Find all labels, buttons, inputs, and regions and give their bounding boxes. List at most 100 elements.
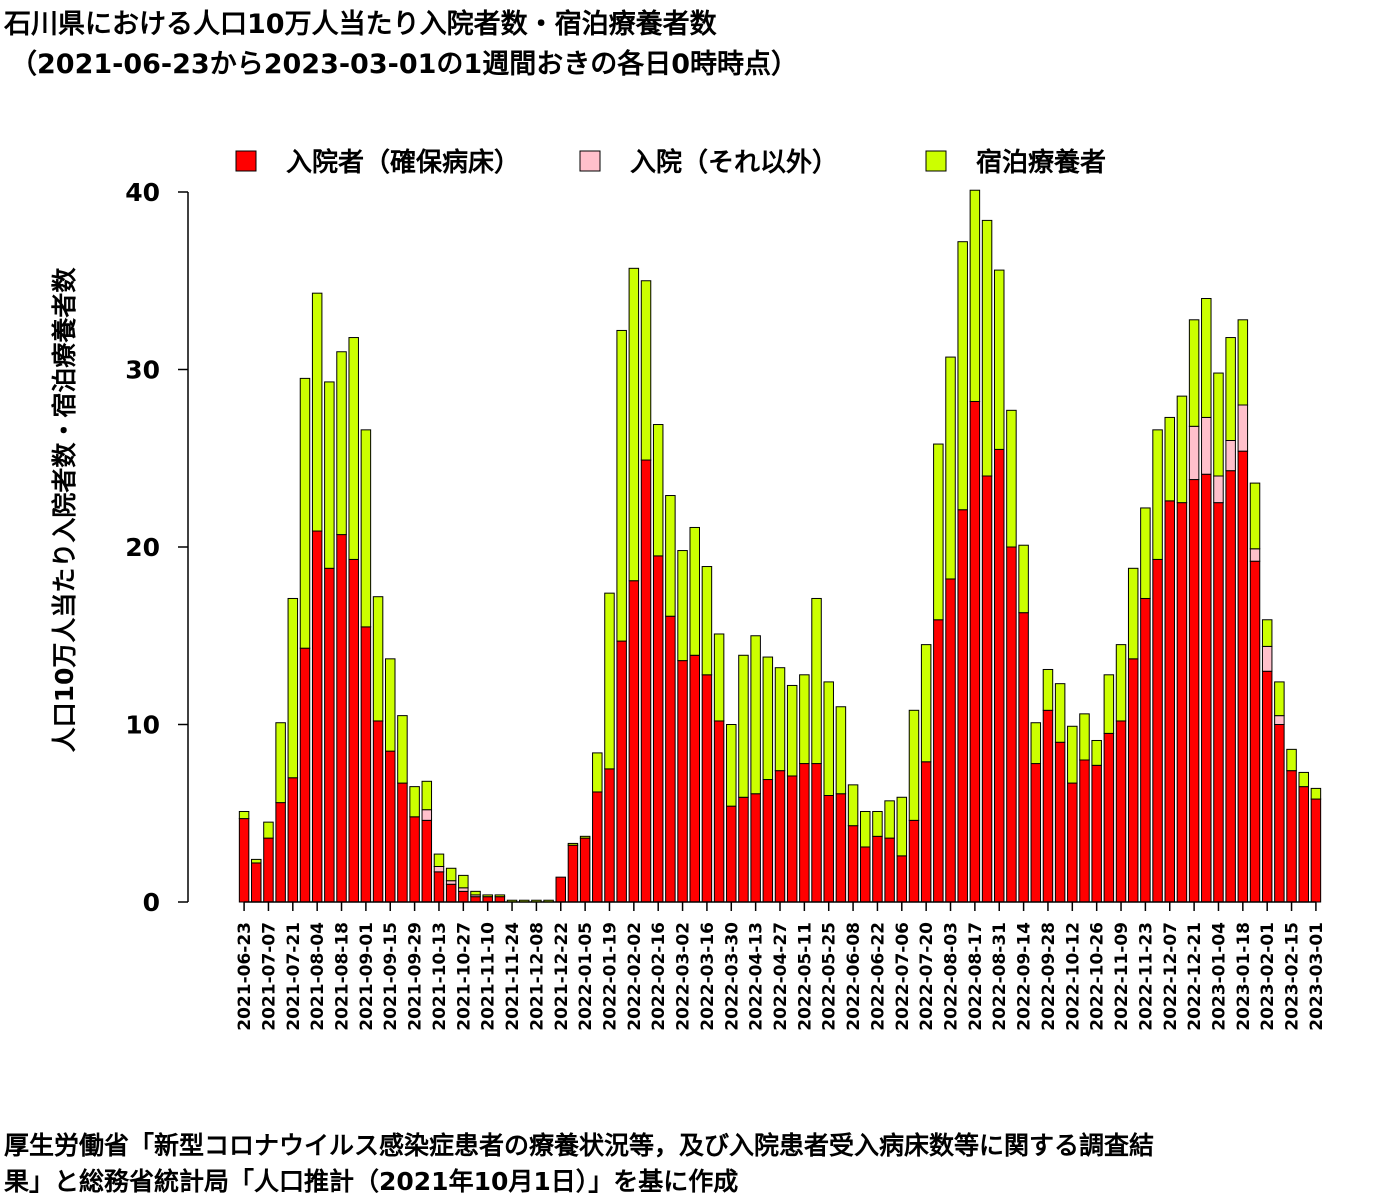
bar-segment-hospitalized-secured	[1201, 473, 1212, 903]
bar-segment-hospitalized-secured	[1237, 450, 1249, 903]
bar-segment-hospitalized-secured	[933, 619, 944, 903]
bar-segment-hospitalized-other	[1249, 548, 1261, 562]
bar-segment-hospitalized-other	[1225, 440, 1236, 472]
x-tick-label: 2022-02-16	[649, 922, 669, 1031]
bar-segment-hospitalized-secured	[421, 819, 433, 903]
x-tick-label: 2022-09-28	[1039, 922, 1059, 1031]
bar-segment-hotel-recuperation	[1201, 298, 1212, 418]
bar-segment-hotel-recuperation	[263, 821, 274, 839]
bar-segment-hotel-recuperation	[1030, 722, 1042, 765]
bar-segment-hospitalized-secured	[1176, 502, 1188, 903]
bar-segment-hotel-recuperation	[397, 715, 408, 784]
x-tick-label: 2022-04-27	[771, 922, 791, 1031]
bar-segment-hospitalized-secured	[324, 567, 335, 903]
bar-segment-hospitalized-secured	[823, 795, 834, 903]
bar-segment-hospitalized-secured	[360, 626, 372, 903]
y-tick-label: 20	[125, 533, 160, 562]
bar-segment-hotel-recuperation	[1140, 507, 1151, 599]
x-tick-label: 2022-03-30	[722, 922, 742, 1031]
bar-segment-hotel-recuperation	[1274, 681, 1285, 717]
bar-segment-hotel-recuperation	[470, 890, 481, 896]
x-tick-label: 2022-12-21	[1185, 922, 1205, 1031]
bar-segment-hospitalized-other	[433, 866, 445, 873]
bar-segment-hospitalized-secured	[1042, 709, 1054, 903]
bar-segment-hospitalized-secured	[726, 805, 737, 903]
bar-segment-hospitalized-secured	[713, 720, 725, 903]
bar-segment-hotel-recuperation	[385, 658, 396, 752]
legend-swatch	[925, 150, 947, 172]
x-tick-label: 2022-04-13	[747, 922, 767, 1031]
bar-segment-hotel-recuperation	[616, 329, 627, 642]
bar-segment-hospitalized-secured	[884, 837, 895, 903]
x-tick-label: 2021-06-23	[235, 922, 255, 1031]
bar-segment-hospitalized-secured	[1225, 470, 1236, 903]
x-tick-label: 2022-03-02	[674, 922, 694, 1031]
bar-segment-hotel-recuperation	[1213, 372, 1224, 477]
bar-segment-hospitalized-secured	[908, 819, 920, 903]
bar-segment-hospitalized-secured	[701, 674, 713, 903]
bar-segment-hospitalized-secured	[1274, 724, 1285, 903]
y-tick-label: 0	[143, 888, 160, 917]
x-tick-label: 2022-07-20	[917, 922, 937, 1031]
bar-segment-hospitalized-secured	[579, 837, 591, 903]
x-tick-label: 2021-09-15	[381, 922, 401, 1031]
bar-segment-hospitalized-secured	[616, 640, 627, 903]
bar-segment-hospitalized-secured	[665, 615, 676, 903]
bar-segment-hotel-recuperation	[786, 684, 798, 777]
bar-segment-hotel-recuperation	[251, 858, 262, 864]
bar-segment-hotel-recuperation	[299, 377, 311, 649]
bar-segment-hotel-recuperation	[677, 550, 688, 662]
x-tick-label: 2021-09-29	[406, 922, 426, 1031]
x-tick-label: 2022-01-05	[576, 922, 596, 1031]
bar-segment-hospitalized-secured	[652, 555, 664, 903]
bar-segment-hotel-recuperation	[835, 706, 847, 795]
bar-segment-hotel-recuperation	[884, 800, 895, 839]
bar-segment-hospitalized-other	[421, 809, 433, 821]
bar-segment-hotel-recuperation	[579, 835, 591, 839]
bar-segment-hospitalized-secured	[835, 793, 847, 903]
y-axis: 0 10 20 30 40	[125, 178, 189, 917]
bar-segment-hotel-recuperation	[640, 280, 652, 461]
x-tick-label: 2022-09-14	[1015, 922, 1035, 1031]
bar-segment-hospitalized-secured	[1286, 770, 1297, 903]
bar-segment-hotel-recuperation	[628, 267, 640, 582]
bar-segment-hospitalized-secured	[1127, 658, 1139, 903]
bar-segment-hotel-recuperation	[993, 269, 1005, 450]
x-tick-label: 2023-02-15	[1283, 922, 1303, 1031]
bar-segment-hotel-recuperation	[652, 424, 664, 557]
bar-segment-hospitalized-secured	[872, 835, 883, 903]
bar-segment-hospitalized-secured	[847, 825, 859, 903]
bar-segment-hospitalized-secured	[762, 779, 774, 903]
bar-segment-hospitalized-secured	[1054, 741, 1066, 903]
x-tick-label: 2022-06-22	[868, 922, 888, 1031]
bar-segment-hotel-recuperation	[311, 292, 323, 532]
bar-segment-hotel-recuperation	[969, 189, 981, 402]
x-tick-label: 2022-03-16	[698, 922, 718, 1031]
bar-segment-hotel-recuperation	[1018, 544, 1029, 614]
bar-segment-hospitalized-secured	[628, 580, 640, 903]
bar-segment-hospitalized-secured	[750, 793, 761, 903]
x-tick-label: 2021-10-13	[430, 922, 450, 1031]
x-tick-label: 2021-09-01	[357, 922, 377, 1031]
x-tick-label: 2023-02-01	[1258, 922, 1278, 1031]
x-tick-label: 2021-10-27	[454, 922, 474, 1031]
bar-segment-hospitalized-other	[1213, 475, 1224, 504]
bar-segment-hospitalized-other	[1237, 404, 1249, 452]
bar-segment-hospitalized-secured	[1152, 558, 1163, 903]
source-note-line2: 果」と総務省統計局「人口推計（2021年10月1日）」を基に作成	[4, 1167, 739, 1196]
bar-segment-hotel-recuperation	[701, 566, 713, 676]
x-axis: 2021-06-23 2021-07-07 2021-07-21 2021-08-04…	[235, 901, 1327, 1031]
chart-subtitle: （2021-06-23から2023-03-01の1週間おきの各日0時時点）	[10, 49, 798, 80]
bar-segment-hospitalized-secured	[433, 871, 445, 903]
x-tick-label: 2023-01-18	[1234, 922, 1254, 1031]
bar-segment-hospitalized-secured	[640, 459, 652, 903]
chart-title: 石川県における人口10万人当たり入院者数・宿泊療養者数	[4, 9, 717, 40]
bar-segment-hotel-recuperation	[1054, 683, 1066, 743]
bar-segment-hotel-recuperation	[872, 810, 883, 837]
bar-segment-hotel-recuperation	[445, 867, 457, 882]
bar-segment-hotel-recuperation	[336, 351, 347, 536]
bar-segment-hospitalized-secured	[896, 855, 908, 903]
bar-segment-hotel-recuperation	[726, 724, 737, 807]
bar-segment-hotel-recuperation	[421, 780, 433, 811]
bar-segment-hotel-recuperation	[1115, 644, 1127, 722]
